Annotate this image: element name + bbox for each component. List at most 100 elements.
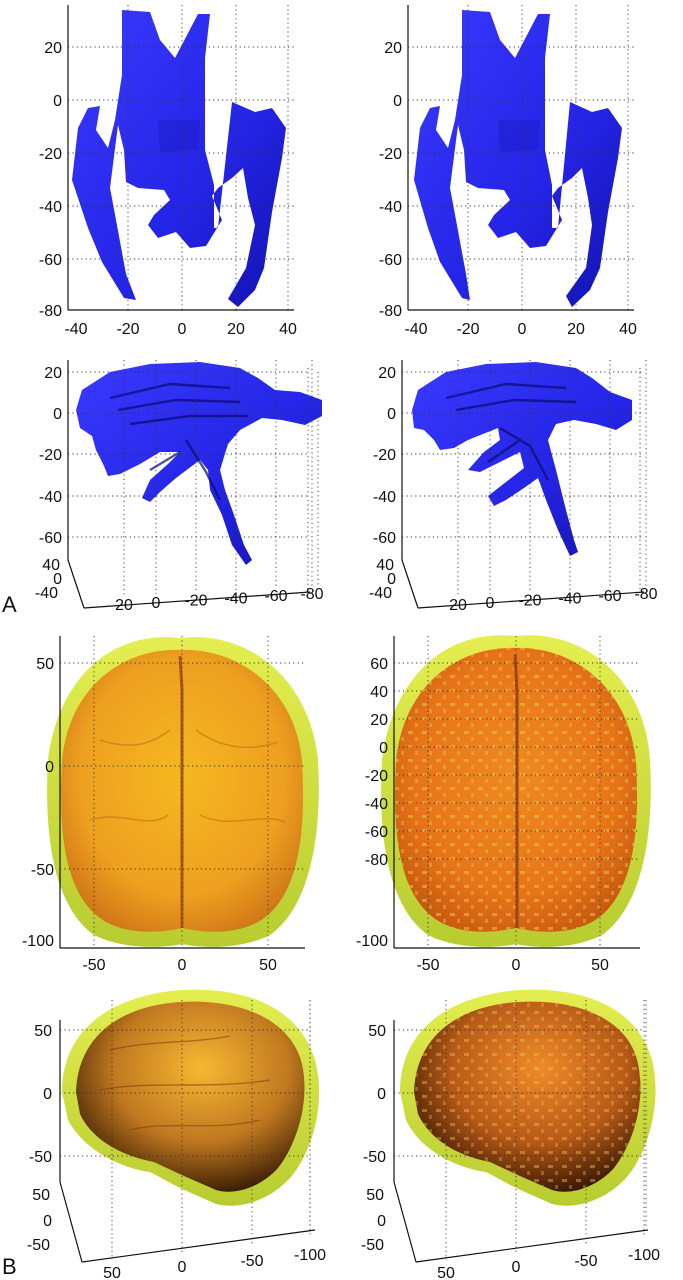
y-tick-label: 20 [44, 40, 62, 57]
y-tick-label: -40 [35, 585, 58, 602]
z-tick-label: 50 [34, 1023, 52, 1040]
x-tick-label: 0 [178, 321, 187, 338]
x-tick-label: 50 [591, 957, 609, 974]
y-tick-label: -60 [365, 824, 388, 841]
ventricle-axial-plot-right [407, 5, 634, 311]
ventricle-axial-plot-left [67, 5, 294, 311]
y-tick-label: -40 [369, 585, 392, 602]
x-tick-label: -40 [64, 321, 87, 338]
z-tick-label: 20 [44, 365, 62, 382]
y-tick-label: -50 [31, 862, 54, 879]
brain-sagittal-plot-left [59, 989, 320, 1263]
x-tick-label: -40 [224, 590, 247, 607]
y-tick-label: -20 [39, 146, 62, 163]
y-tick-label: 0 [53, 571, 62, 588]
x-tick-label: -50 [240, 1253, 263, 1270]
y-tick-label: 50 [32, 1187, 50, 1204]
z-tick-label: -50 [363, 1149, 386, 1166]
y-tick-label: -60 [379, 252, 402, 269]
x-tick-label: 0 [512, 1259, 521, 1276]
y-tick-label: 0 [45, 759, 54, 776]
brain-sagittal-render [62, 989, 320, 1206]
x-tick-label: -60 [598, 588, 621, 605]
y-tick-label: 20 [370, 712, 388, 729]
panel-label-b: B [2, 1254, 17, 1279]
ventricle-sagittal-render [412, 362, 632, 556]
x-tick-label: -100 [294, 1247, 326, 1264]
x-tick-label: -80 [300, 586, 323, 603]
y-tick-label: -20 [379, 146, 402, 163]
x-tick-label: 50 [437, 1265, 455, 1280]
x-tick-label: 20 [227, 321, 245, 338]
z-tick-label: 0 [53, 406, 62, 423]
z-tick-label: -20 [373, 447, 396, 464]
panel-label-a: A [2, 592, 17, 617]
x-tick-label: -50 [82, 957, 105, 974]
brain-axial-plot-right [381, 635, 651, 949]
y-tick-label: -50 [361, 1237, 384, 1254]
brain-axial-render [47, 637, 319, 947]
y-tick-label: 40 [376, 557, 394, 574]
x-tick-label: 20 [567, 321, 585, 338]
y-tick-label: -60 [39, 252, 62, 269]
ventricle-sagittal-plot-left [67, 360, 322, 609]
z-tick-label: 20 [378, 365, 396, 382]
x-tick-label: -50 [416, 957, 439, 974]
y-tick-label: -50 [27, 1237, 50, 1254]
y-tick-label: -80 [365, 852, 388, 869]
x-tick-label: 50 [259, 957, 277, 974]
y-tick-label: 20 [384, 40, 402, 57]
z-tick-label: 50 [368, 1023, 386, 1040]
y-tick-label: 40 [42, 557, 60, 574]
z-tick-label: 0 [43, 1086, 52, 1103]
z-tick-label: -50 [29, 1149, 52, 1166]
y-tick-label: -80 [379, 303, 402, 320]
z-tick-label: 0 [387, 406, 396, 423]
y-tick-label: 0 [387, 571, 396, 588]
x-tick-label: -60 [264, 588, 287, 605]
z-tick-label: -20 [39, 447, 62, 464]
y-tick-label: -20 [365, 768, 388, 785]
y-tick-label: 0 [43, 1213, 52, 1230]
ventricle-axial-render [72, 10, 286, 307]
x-tick-label: 0 [152, 595, 161, 612]
x-tick-label: -20 [184, 593, 207, 610]
x-tick-label: -100 [628, 1247, 660, 1264]
x-tick-label: 0 [486, 595, 495, 612]
x-tick-label: 40 [279, 321, 297, 338]
z-tick-label: -60 [39, 530, 62, 547]
y-tick-label: 50 [366, 1187, 384, 1204]
x-tick-label: 20 [115, 597, 133, 614]
y-tick-label: 0 [53, 93, 62, 110]
x-tick-label: 0 [518, 321, 527, 338]
brain-sagittal-plot-right [393, 989, 656, 1263]
y-tick-label: -100 [22, 933, 54, 950]
x-tick-label: -20 [456, 321, 479, 338]
x-tick-label: 0 [178, 957, 187, 974]
y-tick-label: -40 [365, 796, 388, 813]
y-tick-label: 60 [370, 656, 388, 673]
x-tick-label: -80 [634, 586, 657, 603]
tick-labels: 20 0 -20 -40 -60 -80 -40 -20 0 20 40 20 0 -20 -40 -60 -8… [22, 5, 660, 1280]
ventricle-axial-render [414, 10, 622, 307]
z-tick-label: 0 [377, 1086, 386, 1103]
y-tick-label: 0 [379, 740, 388, 757]
ventricle-sagittal-render [76, 362, 322, 565]
x-tick-label: 50 [103, 1265, 121, 1280]
y-tick-label: 0 [393, 93, 402, 110]
brain-axial-render [381, 635, 651, 947]
z-tick-label: -40 [39, 489, 62, 506]
z-tick-label: -60 [373, 530, 396, 547]
x-tick-label: -20 [518, 593, 541, 610]
z-tick-label: -40 [373, 489, 396, 506]
ventricle-sagittal-plot-right [401, 360, 645, 609]
y-tick-label: 0 [377, 1213, 386, 1230]
brain-sagittal-render [400, 989, 656, 1206]
y-tick-label: -40 [39, 199, 62, 216]
x-tick-label: 40 [619, 321, 637, 338]
y-tick-label: -100 [356, 933, 388, 950]
x-tick-label: 20 [449, 597, 467, 614]
x-tick-label: 0 [512, 957, 521, 974]
y-tick-label: -40 [379, 199, 402, 216]
